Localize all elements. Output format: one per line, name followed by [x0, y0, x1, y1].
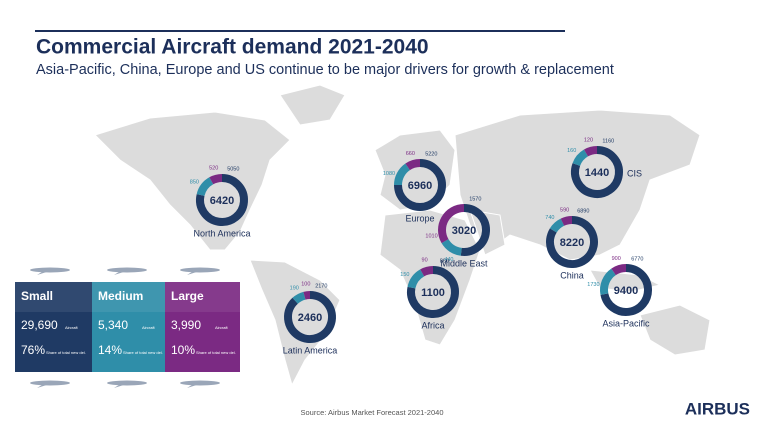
- donut-segment: [584, 146, 598, 157]
- source: Source: Airbus Market Forecast 2021-2040: [301, 408, 444, 417]
- segment-label: 6890: [577, 208, 589, 214]
- segment-label: 860: [440, 258, 449, 264]
- segment-label: 1160: [602, 138, 614, 144]
- count: 3,990: [171, 318, 201, 332]
- table-header-shade: [15, 282, 92, 312]
- donut-total: 6960: [408, 180, 432, 192]
- share-note: Share of total new del.: [46, 350, 86, 355]
- region-label: Europe: [405, 213, 434, 223]
- segment-label: 90: [422, 258, 428, 264]
- segment-label: 120: [584, 138, 593, 144]
- plane-wing: [187, 270, 203, 275]
- segment-label: 190: [290, 285, 299, 291]
- donut-segment: [600, 264, 652, 316]
- donut-total: 8220: [560, 237, 584, 249]
- category-label: Small: [21, 289, 53, 303]
- region-label: Asia-Pacific: [602, 318, 650, 328]
- region-label: Middle East: [440, 258, 488, 268]
- count: 5,340: [98, 318, 128, 332]
- segment-label: 160: [567, 148, 576, 154]
- region-label: North America: [193, 228, 250, 238]
- category-label: Large: [171, 289, 204, 303]
- donut-total: 9400: [614, 285, 638, 297]
- table-cell: [92, 282, 165, 372]
- plane-wing: [187, 383, 203, 388]
- segment-label: 520: [209, 166, 218, 172]
- segment-label: 850: [190, 179, 199, 185]
- slide-subtitle: Asia-Pacific, China, Europe and US conti…: [36, 62, 614, 78]
- logo: AIRBUS: [685, 399, 750, 418]
- segment-label: 5220: [425, 151, 437, 157]
- table-header-shade: [165, 282, 240, 312]
- donut-segment: [292, 291, 306, 304]
- donut-total: 1100: [421, 287, 445, 299]
- donut-total: 3020: [452, 225, 476, 237]
- segment-label: 2170: [315, 283, 327, 289]
- donut-segment: [420, 266, 434, 277]
- donut-segment: [394, 163, 411, 186]
- segment-label: 150: [400, 272, 409, 278]
- region-label: Latin America: [283, 345, 338, 355]
- donut-segment: [284, 291, 336, 343]
- donut-segment: [546, 216, 598, 268]
- donut-segment: [600, 268, 617, 295]
- segment-label: 900: [612, 256, 621, 262]
- plane-wing: [37, 270, 53, 275]
- plane-wing: [37, 383, 53, 388]
- donut-total: 1440: [585, 167, 609, 179]
- region-label: CIS: [627, 168, 642, 178]
- count-unit: Aircraft: [65, 325, 79, 330]
- segment-label: 100: [301, 282, 310, 288]
- donut-segment: [549, 218, 565, 233]
- segment-label: 440: [444, 257, 453, 263]
- segment-label: 590: [560, 207, 569, 213]
- count-unit: Aircraft: [142, 325, 156, 330]
- donut-segment: [460, 204, 490, 256]
- donut-total: 6420: [210, 195, 234, 207]
- donut-segment: [196, 174, 248, 226]
- slide-title: Commercial Aircraft demand 2021-2040: [36, 36, 429, 59]
- donut-segment: [441, 238, 463, 256]
- donut-segment: [438, 204, 465, 244]
- share: 76%: [21, 343, 45, 357]
- donut-segment: [303, 291, 311, 300]
- share-note: Share of total new del.: [196, 350, 236, 355]
- segment-label: 660: [406, 151, 415, 157]
- segment-label: 740: [545, 215, 554, 221]
- plane-wing: [114, 383, 130, 388]
- donut-segment: [407, 266, 459, 318]
- segment-label: 6770: [631, 256, 643, 262]
- donut-segment: [407, 269, 425, 289]
- segment-label: 1730: [587, 282, 599, 288]
- count-unit: Aircraft: [215, 325, 229, 330]
- donut-segment: [405, 159, 421, 171]
- donut-segment: [571, 146, 623, 198]
- segment-label: 5050: [227, 166, 239, 172]
- category-label: Medium: [98, 289, 143, 303]
- table-cell: [15, 282, 92, 372]
- donut-segment: [209, 174, 223, 185]
- share: 10%: [171, 343, 195, 357]
- donut-segment: [394, 159, 446, 211]
- donut-segment: [560, 216, 573, 226]
- count: 29,690: [21, 318, 58, 332]
- table-header-shade: [92, 282, 165, 312]
- segment-label: 1570: [469, 196, 481, 202]
- donut-segment: [196, 177, 214, 197]
- table-cell: [165, 282, 240, 372]
- region-label: Africa: [421, 320, 444, 330]
- segment-label: 1010: [425, 233, 437, 239]
- region-label: China: [560, 270, 584, 280]
- donut-total: 2460: [298, 312, 322, 324]
- segment-label: 1080: [383, 171, 395, 177]
- donut-segment: [611, 264, 627, 276]
- donut-segment: [572, 149, 589, 167]
- share: 14%: [98, 343, 122, 357]
- plane-wing: [114, 270, 130, 275]
- share-note: Share of total new del.: [123, 350, 163, 355]
